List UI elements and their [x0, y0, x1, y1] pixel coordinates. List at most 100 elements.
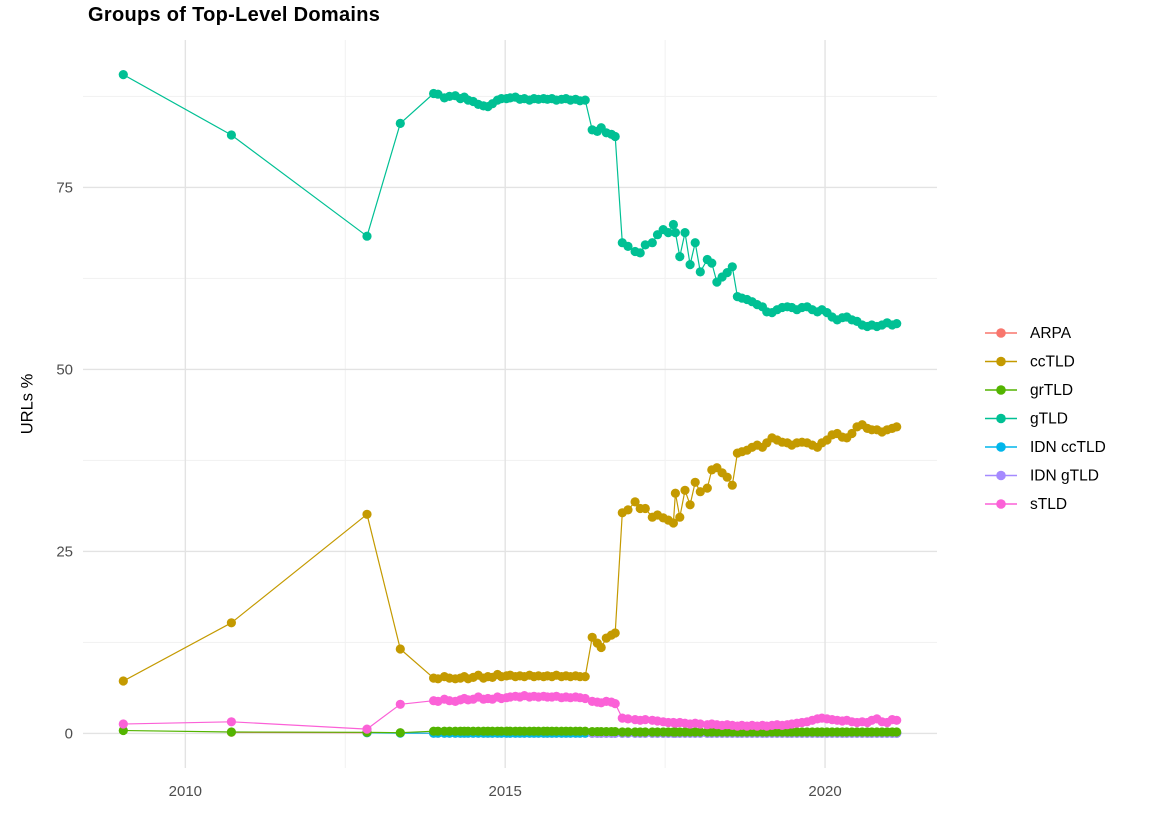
x-tick-label: 2015 — [489, 783, 522, 800]
data-point — [226, 130, 236, 140]
gridlines — [83, 40, 937, 768]
data-point — [580, 95, 590, 105]
data-point — [640, 715, 650, 725]
data-point — [663, 228, 673, 238]
legend-label: IDN ccTLD — [1030, 439, 1106, 456]
data-point — [640, 727, 650, 737]
data-point — [640, 503, 650, 514]
data-point — [675, 252, 685, 262]
legend-label: grTLD — [1030, 382, 1073, 399]
data-point — [362, 509, 372, 519]
y-tick-label: 50 — [56, 361, 73, 378]
data-point — [580, 726, 590, 736]
x-axis-labels: 2010 2015 2020 — [169, 783, 842, 800]
data-point — [580, 693, 590, 704]
legend-label: sTLD — [1030, 496, 1067, 513]
data-point — [695, 727, 705, 737]
data-point — [630, 497, 640, 507]
data-point — [395, 118, 405, 128]
data-point — [610, 131, 620, 142]
data-point — [610, 727, 620, 737]
legend: ARPA ccTLD grTLD gTLD IDN ccTLD IDN gTLD sTLD — [985, 325, 1106, 513]
data-point — [395, 644, 405, 654]
data-point — [118, 725, 128, 736]
y-axis-labels: 0 25 50 75 — [56, 179, 73, 742]
data-point — [680, 485, 690, 495]
y-tick-label: 0 — [65, 725, 73, 742]
data-point — [675, 512, 685, 522]
data-point — [640, 240, 650, 250]
data-point — [226, 618, 236, 628]
legend-label: ARPA — [1030, 325, 1072, 342]
legend-key-point-icon — [996, 356, 1006, 367]
legend-label: gTLD — [1030, 411, 1068, 428]
data-point — [362, 724, 372, 734]
data-point — [685, 500, 695, 510]
data-point — [670, 228, 681, 238]
data-point — [580, 672, 590, 682]
data-point — [892, 319, 902, 329]
series-grTLD — [118, 725, 902, 738]
legend-item-ARPA: ARPA — [985, 325, 1072, 342]
data-point — [623, 727, 633, 737]
data-point — [690, 477, 700, 487]
legend-item-gTLD: gTLD — [985, 411, 1068, 428]
data-point — [680, 228, 690, 238]
x-tick-label: 2010 — [169, 783, 202, 800]
data-point — [226, 717, 236, 727]
data-point — [610, 699, 620, 709]
data-point — [702, 483, 712, 493]
data-point — [892, 727, 902, 737]
series-gTLD — [118, 70, 902, 332]
data-point — [118, 70, 128, 80]
data-point — [668, 219, 679, 230]
series-sTLD — [118, 691, 902, 734]
legend-item-ccTLD: ccTLD — [985, 354, 1075, 371]
data-point — [226, 727, 236, 737]
y-tick-label: 75 — [56, 179, 73, 196]
data-point — [892, 422, 902, 432]
chart-title: Groups of Top-Level Domains — [88, 4, 381, 26]
data-point — [118, 719, 128, 729]
data-point — [623, 505, 633, 515]
y-tick-label: 25 — [56, 543, 73, 560]
data-point — [668, 518, 679, 528]
legend-item-sTLD: sTLD — [985, 496, 1067, 513]
data-point — [647, 238, 657, 248]
data-point — [690, 238, 700, 248]
legend-key-point-icon — [996, 413, 1006, 424]
data-point — [847, 428, 857, 439]
data-point — [610, 628, 620, 638]
legend-label: IDN gTLD — [1030, 468, 1099, 485]
data-point — [635, 248, 645, 258]
data-point — [695, 267, 705, 277]
data-point — [722, 472, 732, 482]
series-line — [123, 74, 897, 328]
data-point — [727, 262, 737, 272]
data-point — [623, 241, 633, 251]
legend-item-IDN-ccTLD: IDN ccTLD — [985, 439, 1106, 456]
data-point — [596, 642, 606, 653]
legend-key-point-icon — [996, 470, 1006, 481]
data-point — [707, 258, 717, 268]
legend-key-point-icon — [996, 442, 1006, 452]
data-point — [670, 488, 681, 498]
data-point — [433, 726, 443, 736]
legend-label: ccTLD — [1030, 354, 1075, 371]
series-ccTLD — [118, 420, 902, 686]
data-point — [685, 260, 695, 270]
data-point — [118, 676, 128, 686]
data-point — [395, 699, 405, 709]
legend-key-point-icon — [996, 328, 1006, 338]
data-point — [727, 480, 737, 490]
data-point — [695, 487, 705, 497]
data-point — [623, 714, 633, 724]
data-point — [395, 728, 405, 738]
data-point — [362, 231, 372, 241]
legend-key-point-icon — [996, 499, 1006, 509]
data-point — [892, 715, 902, 725]
legend-item-grTLD: grTLD — [985, 382, 1073, 399]
legend-key-point-icon — [996, 385, 1006, 395]
